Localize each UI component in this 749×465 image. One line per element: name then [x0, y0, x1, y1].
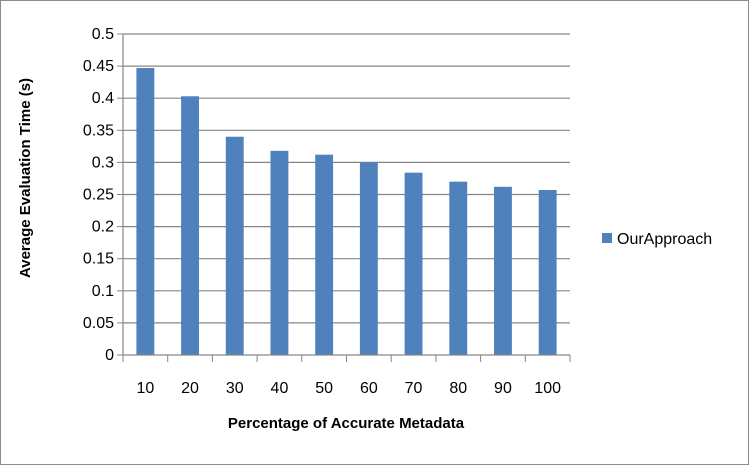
x-tick-label: 30	[226, 380, 244, 397]
bar-30	[226, 137, 244, 355]
y-tick-label: 0.4	[92, 90, 114, 107]
bar-10	[136, 68, 154, 355]
bar-90	[494, 187, 512, 355]
y-tick-label: 0.3	[92, 154, 114, 171]
x-tick-labels: 10 20 30 40 50 60 70 80 90 100	[136, 380, 561, 397]
bar-60	[360, 162, 378, 355]
x-axis-title: Percentage of Accurate Metadata	[228, 415, 465, 432]
bar-80	[449, 182, 467, 355]
y-tick-label: 0.05	[83, 315, 114, 332]
bars	[136, 68, 556, 355]
legend: OurApproach	[602, 231, 712, 248]
legend-swatch	[602, 233, 612, 243]
y-tick-label: 0.5	[92, 26, 114, 43]
x-tick-label: 80	[449, 380, 467, 397]
bar-70	[405, 173, 423, 355]
y-tick-label: 0.2	[92, 219, 114, 236]
y-tick-label: 0.25	[83, 187, 114, 204]
legend-label-ourapproach: OurApproach	[617, 231, 712, 248]
y-tick-label: 0.35	[83, 122, 114, 139]
bar-50	[315, 155, 333, 355]
bar-100	[539, 190, 557, 355]
x-tick-label: 20	[181, 380, 199, 397]
y-tick-labels: 0 0.05 0.1 0.15 0.2 0.25 0.3 0.35 0.4 0.45 0.5	[83, 26, 114, 364]
x-tick-label: 70	[405, 380, 423, 397]
bar-20	[181, 96, 199, 355]
y-tick-label: 0	[105, 347, 114, 364]
bar-40	[271, 151, 289, 355]
x-tick-label: 60	[360, 380, 378, 397]
y-axis-title: Average Evaluation Time (s)	[17, 78, 34, 278]
x-tick-label: 50	[315, 380, 333, 397]
x-tick-label: 100	[534, 380, 561, 397]
y-tick-label: 0.1	[92, 283, 114, 300]
x-tick-label: 40	[271, 380, 289, 397]
y-tick-label: 0.15	[83, 251, 114, 268]
x-tick-label: 90	[494, 380, 512, 397]
y-tick-label: 0.45	[83, 58, 114, 75]
x-tick-label: 10	[136, 380, 154, 397]
